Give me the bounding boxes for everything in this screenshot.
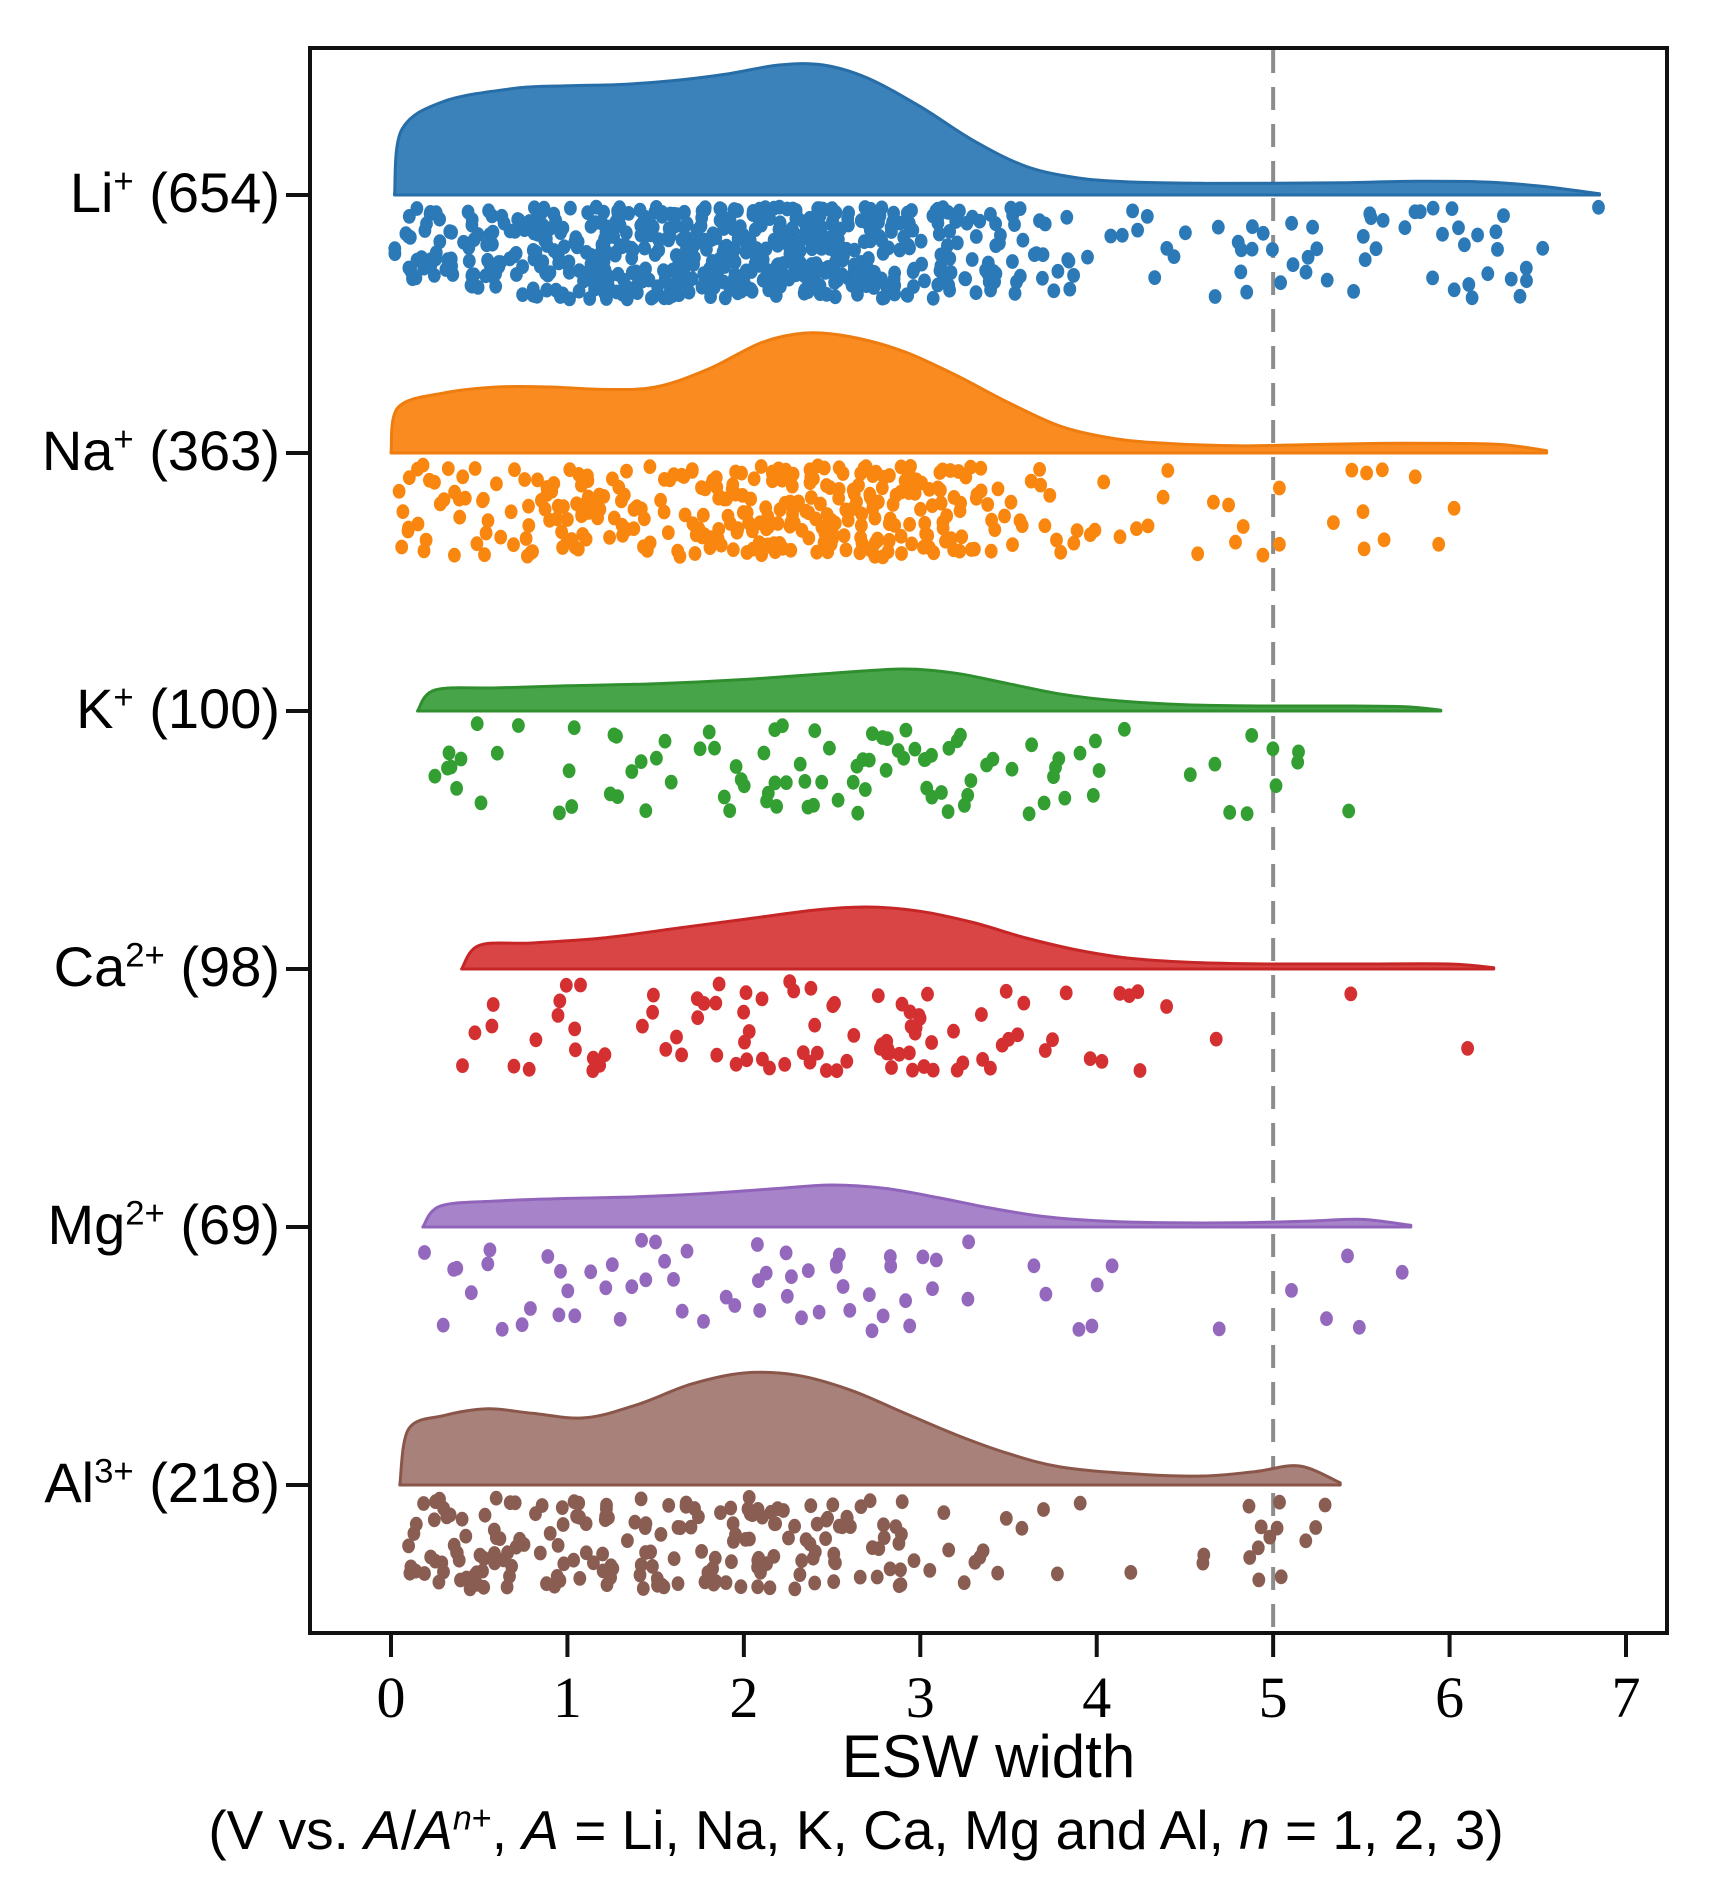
row-label-k: K+ (100) bbox=[76, 679, 280, 739]
ion-count: (654) bbox=[149, 161, 280, 224]
ion-count: (218) bbox=[149, 1451, 280, 1514]
ion-symbol: Mg bbox=[47, 1193, 126, 1256]
ion-symbol: Li bbox=[69, 161, 114, 224]
subtitle-segment: + bbox=[471, 1799, 492, 1838]
mg-density-curve bbox=[421, 1183, 1413, 1229]
x-tick-label-0: 0 bbox=[376, 1665, 406, 1730]
ion-symbol: Na bbox=[41, 419, 114, 482]
row-label-al: Al3+ (218) bbox=[44, 1453, 280, 1513]
x-tick-label-7: 7 bbox=[1611, 1665, 1641, 1730]
row-label-ca: Ca2+ (98) bbox=[54, 937, 280, 997]
x-tick-label-1: 1 bbox=[552, 1665, 582, 1730]
subtitle-segment: n bbox=[1239, 1799, 1270, 1861]
ion-symbol: Al bbox=[44, 1451, 95, 1514]
ion-charge: 3+ bbox=[94, 1452, 134, 1491]
ca-density-curve bbox=[460, 905, 1496, 971]
subtitle-segment: A bbox=[522, 1799, 559, 1861]
ion-symbol: Ca bbox=[53, 935, 126, 998]
subtitle-segment: (V vs. bbox=[208, 1799, 365, 1861]
y-axis-ticks bbox=[286, 193, 310, 1487]
ion-count: (69) bbox=[180, 1193, 280, 1256]
li-density-curve bbox=[393, 62, 1601, 197]
subtitle-segment: = Li, Na, K, Ca, Mg and Al, bbox=[558, 1799, 1240, 1861]
row-label-na: Na+ (363) bbox=[42, 421, 280, 481]
x-tick-label-2: 2 bbox=[729, 1665, 759, 1730]
al-strip-points bbox=[402, 1490, 1332, 1597]
ca-strip-points bbox=[456, 974, 1474, 1079]
ion-charge: 2+ bbox=[125, 936, 165, 975]
k-strip-points bbox=[428, 716, 1356, 822]
ion-symbol: K bbox=[76, 677, 114, 740]
subtitle-segment: = 1, 2, 3) bbox=[1269, 1799, 1504, 1861]
ion-count: (98) bbox=[180, 935, 280, 998]
mg-strip-points bbox=[418, 1232, 1409, 1339]
subtitle-segment: / bbox=[400, 1799, 417, 1861]
ion-count: (100) bbox=[149, 677, 280, 740]
ion-count: (363) bbox=[149, 419, 280, 482]
na-density-curve bbox=[389, 331, 1549, 455]
x-axis-subtitle: (V vs. A/An+, A = Li, Na, K, Ca, Mg and … bbox=[60, 1798, 1652, 1862]
ion-charge: + bbox=[113, 678, 134, 717]
subtitle-segment: n bbox=[452, 1799, 472, 1838]
al-density-curve bbox=[398, 1370, 1342, 1487]
x-tick-label-6: 6 bbox=[1435, 1665, 1465, 1730]
x-axis-title: ESW width bbox=[841, 1723, 1136, 1790]
li-strip-points bbox=[388, 199, 1605, 307]
ion-charge: 2+ bbox=[125, 1194, 165, 1233]
k-density-curve bbox=[416, 667, 1443, 713]
ion-charge: + bbox=[113, 162, 134, 201]
ion-charge: + bbox=[113, 420, 134, 459]
x-tick-label-5: 5 bbox=[1258, 1665, 1288, 1730]
x-tick-label-4: 4 bbox=[1082, 1665, 1112, 1730]
row-label-li: Li+ (654) bbox=[70, 163, 280, 223]
subtitle-segment: A bbox=[364, 1799, 401, 1861]
subtitle-segment: , bbox=[491, 1799, 523, 1861]
x-axis-ticks bbox=[389, 1633, 1629, 1657]
subtitle-segment: A bbox=[416, 1799, 453, 1861]
row-label-mg: Mg2+ (69) bbox=[47, 1195, 280, 1255]
na-strip-points bbox=[392, 457, 1461, 565]
plot-frame bbox=[308, 46, 1669, 1635]
x-tick-label-3: 3 bbox=[905, 1665, 935, 1730]
